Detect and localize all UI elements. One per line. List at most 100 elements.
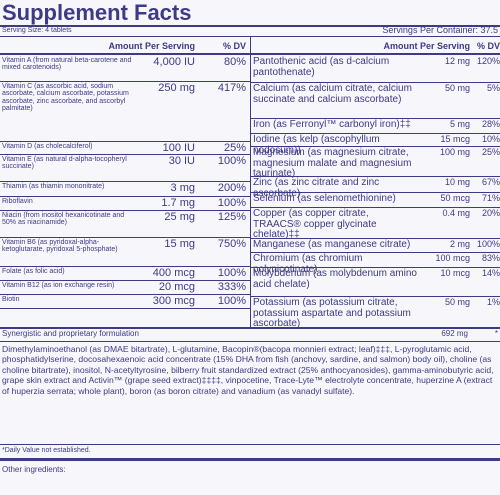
footnote: *Daily Value not established. — [2, 447, 91, 454]
amount: 50 mg — [444, 297, 470, 307]
daily-value: 14% — [481, 268, 500, 278]
rule — [251, 207, 500, 208]
daily-value: 750% — [217, 238, 246, 250]
nutrient-name: Selenium (as selenomethionine) — [253, 193, 396, 204]
rule — [251, 176, 500, 177]
other-ingredients: Other ingredients: — [2, 465, 66, 474]
column-header: % DV — [222, 41, 246, 51]
daily-value: 5% — [486, 83, 500, 93]
blend-ingredients: Dimethylaminoethanol (as DMAE bitartrate… — [2, 344, 494, 396]
amount: 3 mg — [170, 182, 195, 194]
column-divider — [250, 37, 251, 327]
amount: 15 mg — [164, 238, 195, 250]
nutrient-name: Manganese (as manganese citrate) — [253, 239, 411, 250]
amount: 2 mg — [449, 239, 470, 249]
nutrient-name: Biotin — [2, 296, 20, 303]
nutrient-name: Thiamin (as thiamin mononitrate) — [2, 183, 105, 190]
rule — [0, 196, 250, 197]
rule — [0, 444, 500, 445]
rule — [0, 154, 250, 155]
amount: 300 mcg — [152, 295, 195, 307]
amount: 100 mcg — [435, 253, 470, 263]
blend-name: Synergistic and proprietary formulation — [2, 329, 139, 338]
servings-per-container: Servings Per Container: 37.5 — [382, 25, 498, 35]
daily-value: 25% — [481, 147, 500, 157]
rule — [0, 327, 500, 329]
rule — [0, 210, 250, 211]
daily-value: 100% — [217, 295, 246, 307]
nutrient-name: Copper (as copper citrate, TRAACS® coppe… — [253, 208, 377, 240]
rule — [0, 341, 500, 342]
column-header: Amount Per Serving — [383, 41, 470, 51]
nutrient-name: Folate (as folic acid) — [2, 268, 65, 275]
daily-value: 20% — [481, 208, 500, 218]
rule — [0, 141, 250, 142]
rule — [0, 266, 250, 267]
blend-amount: 692 mg — [441, 329, 468, 338]
daily-value: 100% — [217, 267, 246, 279]
nutrient-name: Iodine (as kelp (ascophyllum nodosum)) — [253, 134, 380, 156]
rule — [251, 146, 500, 147]
rule — [251, 296, 500, 297]
amount: 100 mg — [439, 147, 470, 157]
nutrient-name: Vitamin D (as cholecalciferol) — [2, 143, 93, 150]
nutrient-name: Pantothenic acid (as d-calcium pantothen… — [253, 56, 390, 78]
nutrient-name: Magnesium (as magnesium citrate, magnesi… — [253, 147, 412, 179]
daily-value: 100% — [217, 197, 246, 209]
amount: 15 mcg — [440, 134, 470, 144]
column-header: Amount Per Serving — [108, 41, 195, 51]
daily-value: 120% — [476, 56, 500, 66]
daily-value: 80% — [223, 56, 246, 68]
daily-value: 100% — [217, 155, 246, 167]
daily-value: 200% — [217, 182, 246, 194]
rule — [251, 267, 500, 268]
title: Supplement Facts — [2, 0, 192, 25]
amount: 1.7 mg — [161, 197, 195, 209]
nutrient-name: Zinc (as zinc citrate and zinc ascorbate… — [253, 177, 380, 199]
amount: 12 mg — [444, 56, 470, 66]
daily-value: 333% — [217, 281, 246, 293]
daily-value: 25% — [223, 142, 246, 154]
blend-dv: * — [494, 329, 498, 338]
rule — [0, 294, 250, 295]
rule — [251, 192, 500, 193]
column-header: % DV — [476, 41, 500, 51]
rule — [251, 53, 500, 55]
nutrient-name: Iron (as Ferronyl™ carbonyl iron)‡‡ — [253, 119, 411, 130]
amount: 10 mcg — [440, 268, 470, 278]
amount: 0.4 mg — [442, 208, 470, 218]
amount: 400 mcg — [152, 267, 195, 279]
amount: 5 mg — [449, 119, 470, 129]
rule — [0, 25, 500, 27]
rule — [0, 280, 250, 281]
nutrient-name: Vitamin B12 (as ion exchange resin) — [2, 282, 115, 289]
amount: 20 mcg — [158, 281, 195, 293]
amount: 250 mg — [158, 82, 195, 94]
rule — [0, 458, 500, 461]
nutrient-name: Niacin (from inositol hexanicotinate and… — [2, 212, 125, 227]
daily-value: 125% — [217, 211, 246, 223]
rule — [251, 238, 500, 239]
nutrient-name: Molybdenum (as molybdenum amino acid che… — [253, 268, 417, 290]
rule — [251, 133, 500, 134]
daily-value: 10% — [481, 134, 500, 144]
nutrient-name: Chromium (as chromium polynicotinate) — [253, 253, 363, 275]
rule — [0, 36, 500, 37]
amount: 100 IU — [162, 142, 195, 154]
rule — [0, 81, 250, 82]
amount: 25 mg — [164, 211, 195, 223]
amount: 50 mg — [444, 83, 470, 93]
amount: 4,000 IU — [153, 56, 195, 68]
rule — [251, 118, 500, 119]
nutrient-name: Vitamin B6 (as pyridoxal-alpha-ketogluta… — [2, 239, 118, 254]
amount: 50 mcg — [440, 193, 470, 203]
daily-value: 1% — [486, 297, 500, 307]
daily-value: 83% — [481, 253, 500, 263]
amount: 10 mg — [444, 177, 470, 187]
nutrient-name: Potassium (as potassium citrate, potassi… — [253, 297, 411, 329]
rule — [251, 252, 500, 253]
rule — [0, 237, 250, 238]
rule — [0, 53, 250, 55]
nutrient-name: Vitamin E (as natural d-alpha-tocopheryl… — [2, 156, 127, 171]
